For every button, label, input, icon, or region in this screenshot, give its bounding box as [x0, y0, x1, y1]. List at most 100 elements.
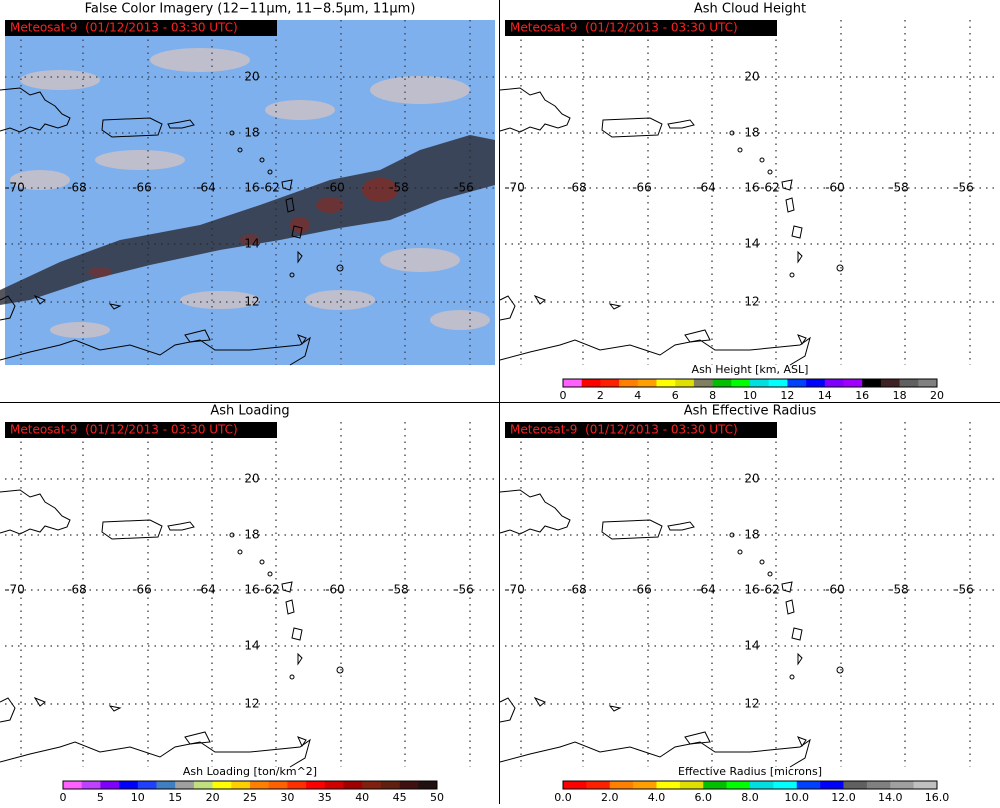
colorbar-cell — [731, 379, 751, 387]
colorbar-cell — [862, 379, 882, 387]
cloud — [265, 100, 335, 120]
colorbar-tick-label: 2 — [597, 389, 604, 402]
cloud — [20, 70, 100, 90]
colorbar-tick-label: 4 — [634, 389, 641, 402]
colorbar-cell — [343, 781, 363, 789]
longitude-label: -70 — [5, 583, 25, 597]
panel-title: Ash Effective Radius — [684, 404, 817, 419]
colorbar-tick-label: 8.0 — [741, 791, 759, 804]
coastline — [499, 489, 844, 768]
colorbar-tick-label: 16 — [855, 389, 869, 402]
colorbar-tick-label: 45 — [393, 791, 407, 804]
colorbar-cell — [324, 781, 344, 789]
longitude-label: -66 — [132, 583, 152, 597]
badge-background — [505, 20, 777, 36]
colorbar-cell — [399, 781, 419, 789]
longitude-label: -62 — [760, 583, 780, 597]
longitude-label: -60 — [325, 583, 345, 597]
colorbar-cell — [796, 781, 821, 789]
longitude-label: -64 — [696, 181, 716, 195]
longitude-label: -56 — [454, 181, 474, 195]
colorbar-cell — [380, 781, 400, 789]
longitude-label: -58 — [889, 583, 909, 597]
longitude-label: -66 — [132, 181, 152, 195]
colorbar-cell — [609, 781, 634, 789]
colorbar-cell — [100, 781, 120, 789]
badge: Meteosat-9 (01/12/2013 - 03:30 UTC) — [510, 21, 738, 35]
colorbar-cell — [362, 781, 382, 789]
badge: Meteosat-9 (01/12/2013 - 03:30 UTC) — [10, 21, 238, 35]
colorbar-tick-label: 15 — [168, 791, 182, 804]
cloud — [180, 291, 260, 309]
latitude-label: 12 — [244, 295, 259, 309]
colorbar-tick-label: 4.0 — [648, 791, 666, 804]
colorbar-cell — [913, 781, 938, 789]
longitude-label: -56 — [454, 583, 474, 597]
colorbar-cell — [156, 781, 176, 789]
colorbar-cell — [880, 379, 900, 387]
longitude-label: -64 — [696, 583, 716, 597]
colorbar-cell — [418, 781, 438, 789]
colorbar-label: Ash Loading [ton/km^2] — [183, 765, 317, 778]
cloud — [380, 248, 460, 272]
colorbar-label: Ash Height [km, ASL] — [692, 363, 809, 376]
colorbar-cell — [175, 781, 195, 789]
colorbar-cell — [137, 781, 157, 789]
colorbar-cell — [675, 379, 695, 387]
colorbar-tick-label: 0 — [60, 791, 67, 804]
colorbar-cell — [787, 379, 807, 387]
longitude-label: -70 — [5, 181, 25, 195]
latitude-label: 18 — [244, 528, 259, 542]
longitude-label: -66 — [632, 583, 652, 597]
longitude-label: -70 — [505, 583, 525, 597]
colorbar-frame — [62, 780, 438, 790]
cloud — [305, 290, 375, 310]
colorbar-tick-label: 10 — [131, 791, 145, 804]
latitude-label: 20 — [244, 472, 259, 486]
longitude-label: -56 — [954, 583, 974, 597]
colorbar-tick-label: 10 — [743, 389, 757, 402]
colorbar-cell — [750, 379, 769, 387]
colorbar-cell — [712, 379, 732, 387]
colorbar-cell — [63, 781, 82, 789]
colorbar-cell — [306, 781, 326, 789]
badge-background — [5, 422, 277, 438]
longitude-label: -62 — [760, 181, 780, 195]
latitude-label: 20 — [744, 472, 759, 486]
longitude-label: -68 — [567, 181, 587, 195]
colorbar-cell — [726, 781, 751, 789]
badge: Meteosat-9 (01/12/2013 - 03:30 UTC) — [510, 423, 738, 437]
longitude-label: -70 — [505, 181, 525, 195]
coastline — [0, 489, 344, 768]
cloud — [50, 322, 110, 338]
badge-background — [505, 422, 777, 438]
colorbar-cell — [231, 781, 251, 789]
longitude-label: -58 — [389, 583, 409, 597]
colorbar-tick-label: 12 — [780, 389, 794, 402]
cloud — [150, 48, 250, 72]
latitude-label: 14 — [744, 237, 759, 251]
longitude-label: -64 — [196, 181, 216, 195]
colorbar-cell — [287, 781, 307, 789]
latitude-label: 16 — [744, 181, 759, 195]
colorbar-cell — [656, 781, 681, 789]
colorbar-cell — [768, 379, 788, 387]
latitude-label: 14 — [244, 639, 259, 653]
latitude-label: 16 — [244, 181, 259, 195]
colorbar-tick-label: 12.0 — [831, 791, 856, 804]
colorbar-cell — [693, 379, 713, 387]
cloud — [10, 170, 70, 190]
colorbar-tick-label: 25 — [243, 791, 257, 804]
badge: Meteosat-9 (01/12/2013 - 03:30 UTC) — [10, 423, 238, 437]
cloud — [95, 150, 185, 170]
colorbar-cell — [750, 781, 774, 789]
longitude-label: -56 — [954, 181, 974, 195]
colorbar-tick-label: 14 — [818, 389, 832, 402]
colorbar-cell — [820, 781, 844, 789]
latitude-label: 12 — [244, 697, 259, 711]
longitude-label: -60 — [825, 181, 845, 195]
colorbar-tick-label: 0 — [560, 389, 567, 402]
colorbar-cell — [193, 781, 213, 789]
